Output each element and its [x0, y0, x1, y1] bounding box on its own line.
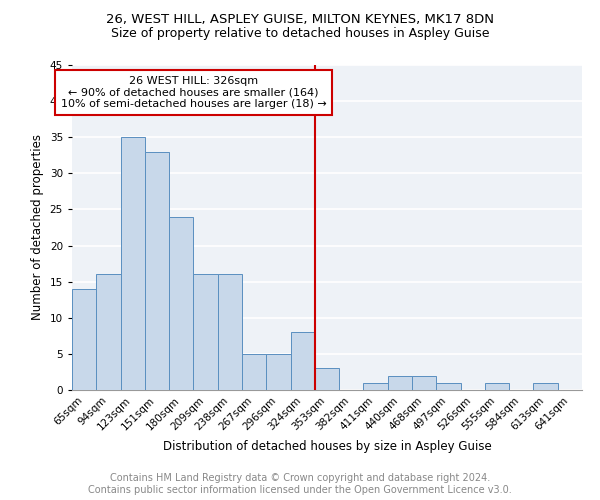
Bar: [290, 332, 315, 390]
Bar: [388, 376, 412, 390]
Bar: [315, 368, 339, 390]
Bar: [218, 274, 242, 390]
Text: 26 WEST HILL: 326sqm
← 90% of detached houses are smaller (164)
10% of semi-deta: 26 WEST HILL: 326sqm ← 90% of detached h…: [61, 76, 326, 109]
Bar: [412, 376, 436, 390]
Bar: [72, 289, 96, 390]
Bar: [193, 274, 218, 390]
X-axis label: Distribution of detached houses by size in Aspley Guise: Distribution of detached houses by size …: [163, 440, 491, 453]
Bar: [242, 354, 266, 390]
Bar: [145, 152, 169, 390]
Bar: [485, 383, 509, 390]
Bar: [266, 354, 290, 390]
Y-axis label: Number of detached properties: Number of detached properties: [31, 134, 44, 320]
Bar: [364, 383, 388, 390]
Bar: [96, 274, 121, 390]
Bar: [533, 383, 558, 390]
Bar: [121, 137, 145, 390]
Bar: [169, 216, 193, 390]
Text: Contains HM Land Registry data © Crown copyright and database right 2024.
Contai: Contains HM Land Registry data © Crown c…: [88, 474, 512, 495]
Bar: [436, 383, 461, 390]
Text: 26, WEST HILL, ASPLEY GUISE, MILTON KEYNES, MK17 8DN: 26, WEST HILL, ASPLEY GUISE, MILTON KEYN…: [106, 12, 494, 26]
Text: Size of property relative to detached houses in Aspley Guise: Size of property relative to detached ho…: [111, 28, 489, 40]
